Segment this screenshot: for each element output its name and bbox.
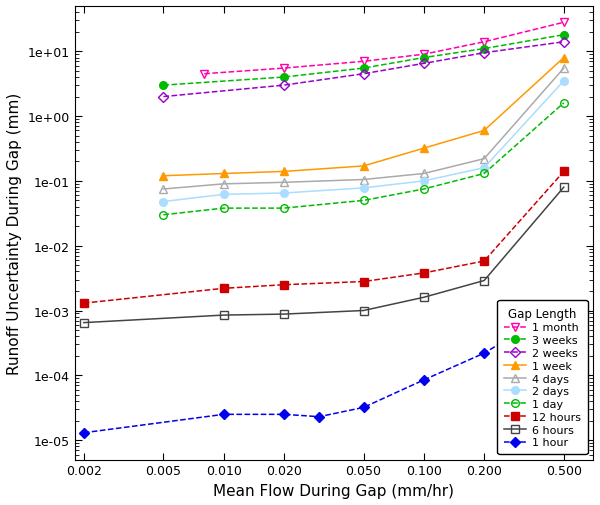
1 month: [200, 72, 208, 78]
1 month: [360, 59, 367, 65]
12 hours: [420, 270, 427, 276]
1 day: [160, 212, 167, 218]
4 days: [360, 177, 367, 183]
1 hour: [360, 405, 367, 411]
1 day: [420, 186, 427, 192]
1 week: [160, 173, 167, 179]
6 hours: [220, 313, 227, 319]
1 day: [360, 198, 367, 204]
2 days: [220, 192, 227, 198]
6 hours: [280, 312, 287, 318]
Line: 6 hours: 6 hours: [80, 184, 568, 327]
1 hour: [220, 412, 227, 418]
2 weeks: [481, 50, 488, 57]
4 days: [560, 66, 568, 72]
1 week: [280, 169, 287, 175]
1 hour: [420, 377, 427, 383]
2 days: [481, 165, 488, 171]
1 month: [481, 40, 488, 46]
Line: 12 hours: 12 hours: [80, 168, 568, 308]
1 day: [560, 100, 568, 107]
1 hour: [560, 302, 568, 309]
1 day: [481, 171, 488, 177]
X-axis label: Mean Flow During Gap (mm/hr): Mean Flow During Gap (mm/hr): [214, 483, 454, 498]
3 weeks: [560, 33, 568, 39]
2 weeks: [160, 94, 167, 100]
3 weeks: [420, 56, 427, 62]
2 days: [280, 190, 287, 196]
1 hour: [280, 412, 287, 418]
6 hours: [420, 294, 427, 300]
Line: 2 days: 2 days: [160, 78, 568, 206]
1 day: [280, 206, 287, 212]
1 hour: [481, 350, 488, 357]
2 days: [560, 79, 568, 85]
1 hour: [80, 430, 88, 436]
Line: 1 month: 1 month: [200, 19, 568, 78]
2 days: [160, 199, 167, 205]
2 days: [360, 185, 367, 191]
1 month: [280, 66, 287, 72]
1 week: [220, 171, 227, 177]
Line: 1 week: 1 week: [160, 55, 568, 180]
3 weeks: [160, 83, 167, 89]
3 weeks: [360, 66, 367, 72]
1 hour: [316, 414, 323, 420]
Line: 3 weeks: 3 weeks: [160, 32, 568, 90]
1 week: [560, 56, 568, 62]
2 weeks: [420, 61, 427, 67]
4 days: [160, 186, 167, 192]
Line: 1 hour: 1 hour: [80, 302, 568, 437]
1 month: [420, 52, 427, 58]
12 hours: [560, 169, 568, 175]
12 hours: [220, 286, 227, 292]
Line: 1 day: 1 day: [160, 100, 568, 219]
4 days: [481, 157, 488, 163]
12 hours: [80, 300, 88, 307]
6 hours: [360, 308, 367, 314]
6 hours: [560, 185, 568, 191]
12 hours: [481, 259, 488, 265]
3 weeks: [280, 75, 287, 81]
1 day: [220, 206, 227, 212]
6 hours: [80, 320, 88, 326]
3 weeks: [481, 46, 488, 53]
2 weeks: [560, 40, 568, 46]
2 weeks: [280, 83, 287, 89]
2 days: [420, 178, 427, 184]
12 hours: [360, 279, 367, 285]
4 days: [280, 180, 287, 186]
Line: 4 days: 4 days: [160, 65, 568, 193]
1 month: [560, 20, 568, 26]
Legend: 1 month, 3 weeks, 2 weeks, 1 week, 4 days, 2 days, 1 day, 12 hours, 6 hours, 1 h: 1 month, 3 weeks, 2 weeks, 1 week, 4 day…: [497, 300, 587, 454]
Line: 2 weeks: 2 weeks: [160, 39, 568, 101]
1 week: [360, 164, 367, 170]
Y-axis label: Runoff Uncertainty During Gap (mm): Runoff Uncertainty During Gap (mm): [7, 92, 22, 374]
1 week: [420, 146, 427, 152]
2 weeks: [360, 72, 367, 78]
6 hours: [481, 278, 488, 284]
4 days: [420, 171, 427, 177]
1 week: [481, 128, 488, 134]
12 hours: [280, 282, 287, 288]
4 days: [220, 181, 227, 187]
